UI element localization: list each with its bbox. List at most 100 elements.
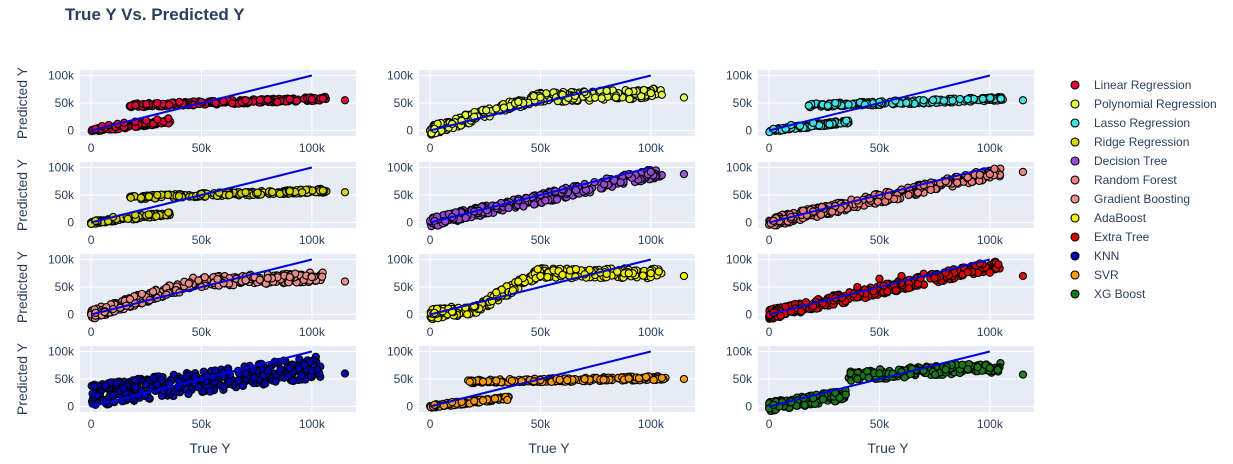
legend-item-knn[interactable]: KNN [1070,249,1119,263]
legend-item-extra-tree[interactable]: Extra Tree [1070,230,1150,244]
x-tick-label: 100k [638,141,665,155]
y-tick-label: 0 [406,308,413,322]
identity-line [429,258,652,316]
subplot-polynomial-regression: 0 50k 100k 0 50k 100k [387,69,695,155]
legend-item-lasso-regression[interactable]: Lasso Regression [1070,116,1190,130]
data-point [261,379,270,388]
data-point [571,265,581,274]
data-point [285,363,294,373]
y-tick-label: 100k [48,161,75,175]
identity-line [429,74,652,132]
data-point [541,196,550,205]
legend-item-gradient-boosting[interactable]: Gradient Boosting [1070,192,1190,206]
data-point [295,355,304,364]
data-point [90,382,99,391]
data-point [875,369,884,378]
x-tick-label: 100k [638,417,665,431]
x-tick-label: 0 [88,233,95,247]
legend-marker [1070,213,1080,223]
x-tick-label: 50k [870,233,890,247]
y-tick-label: 0 [406,400,413,414]
data-point [776,311,785,321]
x-tick-label: 50k [531,141,551,155]
data-point [182,372,191,381]
data-point [285,272,294,282]
data-point [283,371,293,380]
data-point [219,382,228,391]
y-tick-label: 100k [387,69,414,83]
data-point [164,208,173,217]
legend-marker [1070,232,1080,242]
y-tick-label: 100k [726,345,753,359]
y-axis-title: Predicted Y [14,250,30,323]
data-point [126,193,135,202]
data-point [340,96,350,105]
data-point [318,186,328,195]
legend-item-polynomial-regression[interactable]: Polynomial Regression [1070,97,1217,111]
data-point [883,287,892,296]
x-tick-label: 50k [192,325,212,339]
x-tick-label: 0 [88,141,95,155]
x-tick-label: 0 [766,233,773,247]
data-point [297,188,307,197]
data-point [153,98,162,108]
data-point [490,394,500,403]
subplot-extra-tree: 0 50k 100k 0 50k 100k [726,253,1034,339]
y-tick-label: 100k [48,69,75,83]
data-point [153,190,162,200]
data-point [175,97,184,107]
identity-line [768,258,991,316]
data-point [137,289,147,299]
data-point [926,185,935,195]
data-point [543,272,552,282]
legend-marker [1070,175,1080,185]
x-tick-label: 0 [427,417,434,431]
data-point [952,178,962,187]
data-point [638,271,648,280]
x-tick-label: 100k [299,141,326,155]
data-point [958,360,967,369]
subplot-grid: 0 50k 100k 0 50k 100k Predicted Y 0 50k 100k 0 50k 1… [14,66,1034,456]
subplot-ridge-regression: 0 50k 100k 0 50k 100k Predicted Y [14,158,356,247]
legend-item-linear-regression[interactable]: Linear Regression [1070,78,1191,92]
data-point [142,99,151,109]
data-point [144,210,153,219]
data-point [499,103,509,112]
data-point [88,389,97,398]
data-point [255,95,264,105]
data-point [641,372,651,382]
legend-item-decision-tree[interactable]: Decision Tree [1070,154,1168,168]
legend-item-ridge-regression[interactable]: Ridge Regression [1070,135,1189,149]
data-point [492,376,501,385]
data-point [919,96,928,105]
y-tick-label: 100k [726,161,753,175]
data-point [123,214,132,223]
legend-label: Gradient Boosting [1094,192,1190,206]
data-point [939,96,949,105]
data-point [928,95,938,105]
data-point [478,396,488,405]
legend[interactable]: Linear Regression Polynomial Regression La… [1070,78,1217,301]
data-point [555,375,564,384]
x-tick-label: 50k [870,417,890,431]
subplot-random-forest: 0 50k 100k 0 50k 100k [726,161,1034,247]
legend-item-adaboost[interactable]: AdaBoost [1070,211,1147,225]
data-point [465,377,474,386]
data-point [131,375,141,385]
y-tick-label: 0 [67,400,74,414]
legend-marker [1070,251,1080,261]
y-tick-label: 50k [394,280,414,294]
legend-item-random-forest[interactable]: Random Forest [1070,173,1177,187]
data-point [529,200,539,209]
legend-item-svr[interactable]: SVR [1070,268,1119,282]
chart-title: True Y Vs. Predicted Y [65,5,245,24]
data-point [200,273,209,282]
data-point [148,287,158,296]
subplot-gradient-boosting: 0 50k 100k 0 50k 100k Predicted Y [14,250,356,339]
y-tick-label: 50k [394,188,414,202]
data-point [263,366,272,375]
legend-item-xg-boost[interactable]: XG Boost [1070,287,1146,301]
legend-label: Decision Tree [1094,154,1168,168]
y-tick-label: 50k [55,372,75,386]
data-point [639,85,649,95]
